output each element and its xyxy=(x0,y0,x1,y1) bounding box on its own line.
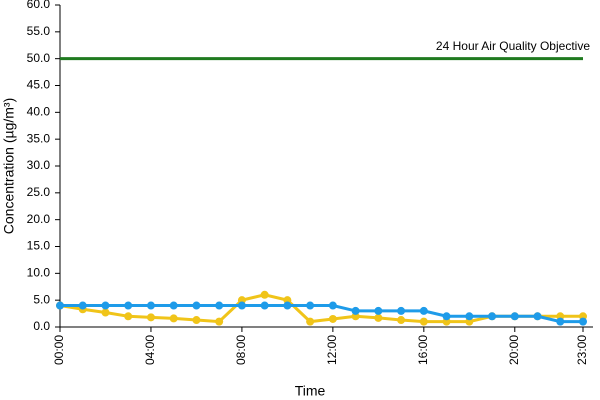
point xyxy=(146,313,155,322)
point xyxy=(124,301,133,310)
point xyxy=(146,301,155,310)
point xyxy=(192,301,201,310)
point xyxy=(169,301,178,310)
y-tick-label: 55.0 xyxy=(27,24,51,38)
x-tick-label: 04:00 xyxy=(143,335,157,365)
point xyxy=(56,301,64,310)
y-tick-label: 20.0 xyxy=(27,212,51,226)
y-tick-label: 10.0 xyxy=(27,266,51,280)
y-tick-label: 35.0 xyxy=(27,131,51,145)
point xyxy=(419,306,428,315)
y-tick-label: 15.0 xyxy=(27,239,51,253)
objective-label: 24 Hour Air Quality Objective xyxy=(436,39,590,53)
point xyxy=(101,301,110,310)
point xyxy=(579,317,587,326)
point xyxy=(442,312,451,321)
x-tick-label: 00:00 xyxy=(52,335,66,365)
point xyxy=(533,312,542,321)
x-tick-label: 23:00 xyxy=(575,335,589,365)
point xyxy=(306,317,315,326)
point xyxy=(215,301,224,310)
point xyxy=(397,306,406,315)
y-tick-label: 5.0 xyxy=(33,292,50,306)
x-tick-label: 08:00 xyxy=(234,335,248,365)
y-tick-label: 0.0 xyxy=(33,319,50,333)
y-tick-label: 50.0 xyxy=(27,51,51,65)
point xyxy=(78,301,87,310)
point xyxy=(260,290,269,299)
y-axis-label: Concentration (µg/m³) xyxy=(1,98,17,234)
point xyxy=(374,306,383,315)
point xyxy=(488,312,497,321)
point xyxy=(169,314,178,323)
y-tick-label: 60.0 xyxy=(27,0,51,11)
x-tick-label: 16:00 xyxy=(416,335,430,365)
point xyxy=(192,316,201,325)
point xyxy=(465,312,474,321)
point xyxy=(283,301,292,310)
point xyxy=(306,301,315,310)
point xyxy=(101,308,110,317)
point xyxy=(397,316,406,325)
point xyxy=(124,312,133,321)
point xyxy=(237,301,246,310)
x-tick-label: 12:00 xyxy=(325,335,339,365)
x-axis-label: Time xyxy=(295,383,326,399)
y-tick-label: 45.0 xyxy=(27,78,51,92)
point xyxy=(328,301,337,310)
point xyxy=(328,314,337,323)
point xyxy=(260,301,269,310)
point xyxy=(351,306,360,315)
y-tick-label: 40.0 xyxy=(27,105,51,119)
point xyxy=(556,317,565,326)
x-tick-label: 20:00 xyxy=(507,335,521,365)
point xyxy=(374,313,383,322)
point xyxy=(419,317,428,326)
point xyxy=(510,312,519,321)
point xyxy=(215,317,224,326)
y-tick-label: 30.0 xyxy=(27,158,51,172)
y-tick-label: 25.0 xyxy=(27,185,51,199)
